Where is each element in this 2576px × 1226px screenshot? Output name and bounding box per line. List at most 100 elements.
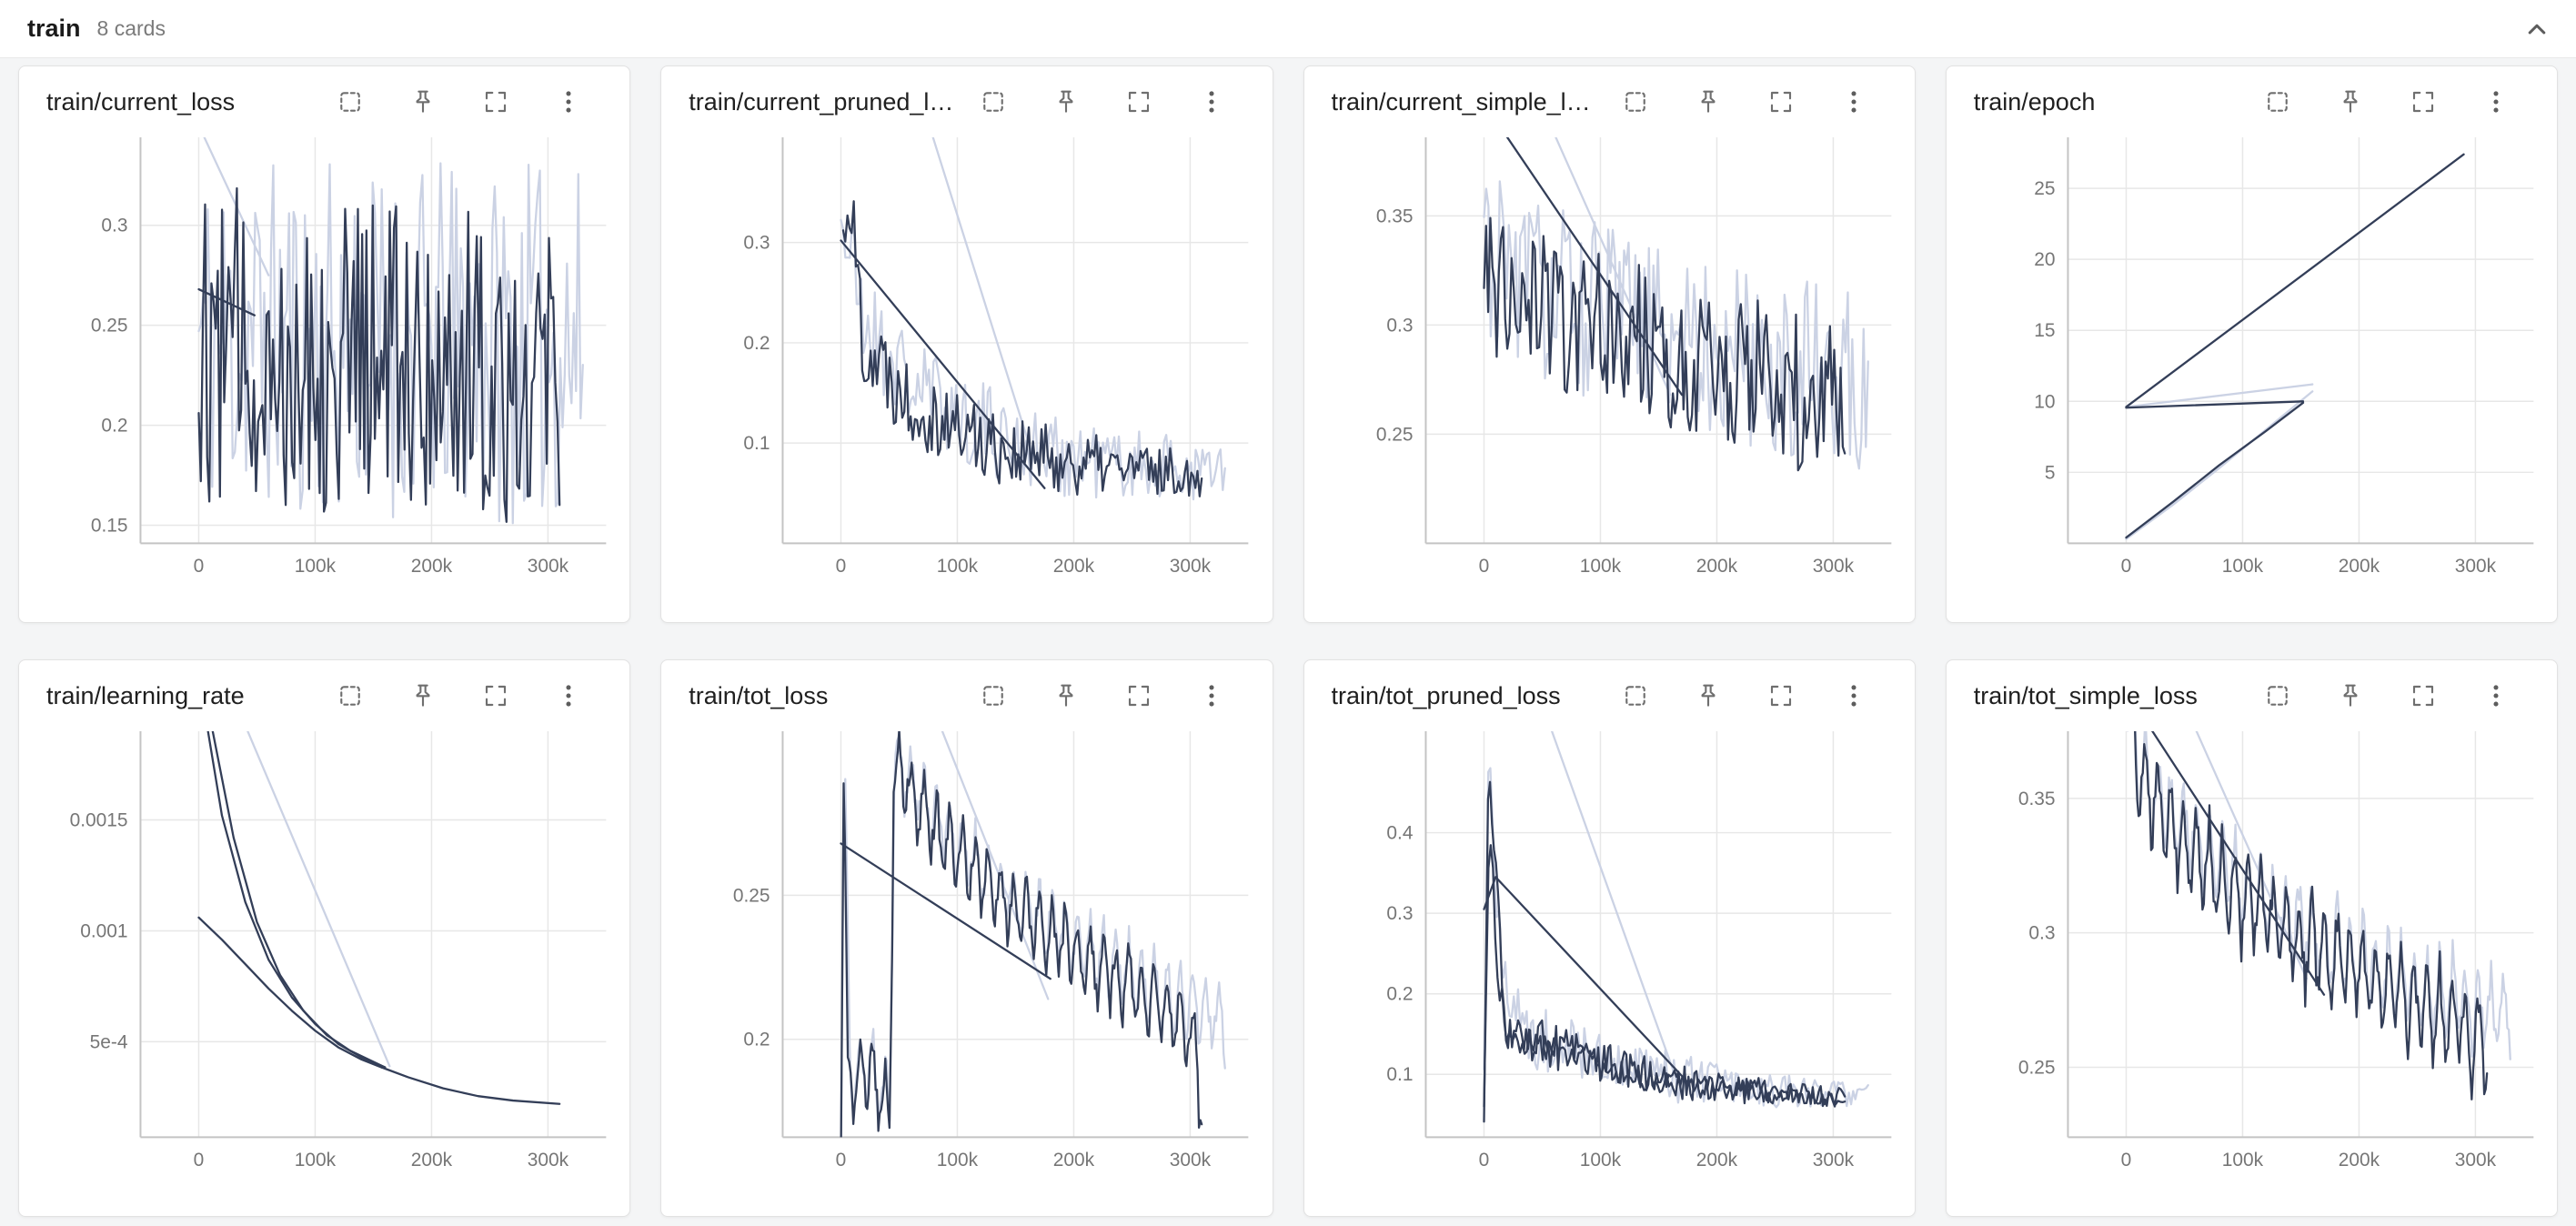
select-region-button[interactable] — [2262, 86, 2293, 117]
pin-icon — [1701, 684, 1716, 707]
chart-canvas[interactable]: 0.25 0.2 0 100k 200k 300k — [661, 726, 1272, 1216]
svg-text:0.3: 0.3 — [101, 216, 127, 236]
select-region-button[interactable] — [335, 680, 366, 711]
svg-text:300k: 300k — [2455, 1150, 2497, 1171]
kebab-menu-icon — [1851, 685, 1857, 707]
svg-text:0.35: 0.35 — [2018, 789, 2056, 809]
chart-canvas[interactable]: 0.4 0.3 0.2 0.1 0 100k 200k 300k — [1304, 726, 1915, 1216]
svg-text:0.2: 0.2 — [744, 333, 770, 354]
svg-text:0: 0 — [836, 1150, 847, 1171]
svg-text:200k: 200k — [1053, 556, 1095, 577]
svg-text:0.0015: 0.0015 — [70, 809, 128, 830]
pin-button[interactable] — [408, 680, 438, 711]
select-region-icon — [340, 92, 361, 112]
panel-menu-button[interactable] — [1196, 680, 1227, 711]
pin-button[interactable] — [1051, 86, 1082, 117]
pin-button[interactable] — [1693, 680, 1724, 711]
select-region-button[interactable] — [2262, 680, 2293, 711]
pin-icon — [416, 90, 430, 113]
svg-text:0: 0 — [836, 556, 847, 577]
pin-button[interactable] — [1051, 680, 1082, 711]
fullscreen-icon — [486, 91, 507, 113]
svg-text:15: 15 — [2034, 320, 2055, 341]
pin-button[interactable] — [2335, 86, 2366, 117]
select-region-icon — [340, 686, 361, 706]
svg-text:0.3: 0.3 — [1386, 315, 1413, 336]
panel-actions — [335, 680, 584, 711]
svg-text:0.001: 0.001 — [80, 920, 127, 941]
panel-menu-button[interactable] — [553, 680, 584, 711]
panel-card: train/current_loss 0.3 0.25 0.2 0.15 0 100k 20… — [18, 65, 631, 623]
svg-text:0: 0 — [1478, 1150, 1489, 1171]
fullscreen-button[interactable] — [1766, 86, 1796, 117]
svg-text:0.25: 0.25 — [2018, 1057, 2056, 1078]
panel-menu-button[interactable] — [1838, 680, 1869, 711]
svg-text:0: 0 — [194, 1150, 205, 1171]
panel-header: train/current_simple_loss — [1304, 66, 1915, 132]
pin-button[interactable] — [2335, 680, 2366, 711]
panel-actions — [1620, 86, 1869, 117]
kebab-menu-icon — [1208, 91, 1214, 113]
svg-text:0.1: 0.1 — [744, 433, 770, 454]
svg-text:5: 5 — [2045, 462, 2056, 483]
select-region-button[interactable] — [1620, 680, 1651, 711]
panel-actions — [335, 86, 584, 117]
fullscreen-button[interactable] — [1123, 86, 1154, 117]
panel-chart: 0.3 0.2 0.1 0 100k 200k 300k — [661, 132, 1272, 622]
svg-text:200k: 200k — [2339, 556, 2380, 577]
panel-menu-button[interactable] — [1196, 86, 1227, 117]
svg-text:300k: 300k — [1170, 556, 1212, 577]
fullscreen-icon — [2412, 685, 2434, 707]
svg-text:0: 0 — [2120, 556, 2131, 577]
chart-canvas[interactable]: 0.3 0.25 0.2 0.15 0 100k 200k 300k — [19, 132, 629, 622]
panel-menu-button[interactable] — [1838, 86, 1869, 117]
svg-text:0.35: 0.35 — [1375, 206, 1413, 226]
pin-icon — [1701, 90, 1716, 113]
svg-text:200k: 200k — [2339, 1150, 2380, 1171]
svg-text:0.3: 0.3 — [1386, 903, 1413, 924]
svg-text:20: 20 — [2034, 249, 2055, 270]
chart-canvas[interactable]: 0.35 0.3 0.25 0 100k 200k 300k — [1947, 726, 2557, 1216]
select-region-button[interactable] — [978, 86, 1009, 117]
select-region-icon — [1625, 92, 1645, 112]
panel-title: train/tot_pruned_loss — [1331, 681, 1561, 709]
fullscreen-button[interactable] — [480, 680, 511, 711]
svg-text:100k: 100k — [937, 556, 979, 577]
svg-text:0.15: 0.15 — [91, 515, 128, 536]
svg-text:100k: 100k — [295, 1150, 337, 1171]
fullscreen-button[interactable] — [480, 86, 511, 117]
panel-menu-button[interactable] — [2480, 86, 2511, 117]
select-region-button[interactable] — [1620, 86, 1651, 117]
pin-button[interactable] — [408, 86, 438, 117]
select-region-button[interactable] — [335, 86, 366, 117]
fullscreen-button[interactable] — [1123, 680, 1154, 711]
select-region-icon — [2268, 686, 2288, 706]
panel-title: train/tot_loss — [689, 681, 829, 709]
pin-button[interactable] — [1693, 86, 1724, 117]
fullscreen-icon — [1128, 685, 1149, 707]
chart-canvas[interactable]: 0.35 0.3 0.25 0 100k 200k 300k — [1304, 132, 1915, 622]
fullscreen-icon — [1128, 91, 1149, 113]
chart-canvas[interactable]: 0.3 0.2 0.1 0 100k 200k 300k — [661, 132, 1272, 622]
fullscreen-button[interactable] — [1766, 680, 1796, 711]
chart-canvas[interactable]: 0.0015 0.001 5e-4 0 100k 200k 300k — [19, 726, 629, 1216]
collapse-section-button[interactable] — [2521, 14, 2552, 45]
kebab-menu-icon — [1208, 685, 1214, 707]
fullscreen-button[interactable] — [2408, 86, 2439, 117]
panel-chart: 0.35 0.3 0.25 0 100k 200k 300k — [1304, 132, 1915, 622]
fullscreen-button[interactable] — [2408, 680, 2439, 711]
chart-canvas[interactable]: 25 20 15 10 5 0 100k 200k 300k — [1947, 132, 2557, 622]
svg-text:100k: 100k — [1579, 1150, 1621, 1171]
panel-menu-button[interactable] — [553, 86, 584, 117]
panel-menu-button[interactable] — [2480, 680, 2511, 711]
select-region-icon — [1625, 686, 1645, 706]
panel-actions — [978, 680, 1227, 711]
svg-text:0.2: 0.2 — [1386, 984, 1413, 1005]
select-region-button[interactable] — [978, 680, 1009, 711]
svg-text:100k: 100k — [2222, 1150, 2264, 1171]
svg-text:200k: 200k — [1696, 556, 1737, 577]
svg-text:5e-4: 5e-4 — [90, 1031, 128, 1052]
svg-text:300k: 300k — [1170, 1150, 1212, 1171]
panel-header: train/current_loss — [19, 66, 629, 132]
panel-card: train/current_pruned_loss 0.3 0.2 0.1 0 100k… — [660, 65, 1273, 623]
